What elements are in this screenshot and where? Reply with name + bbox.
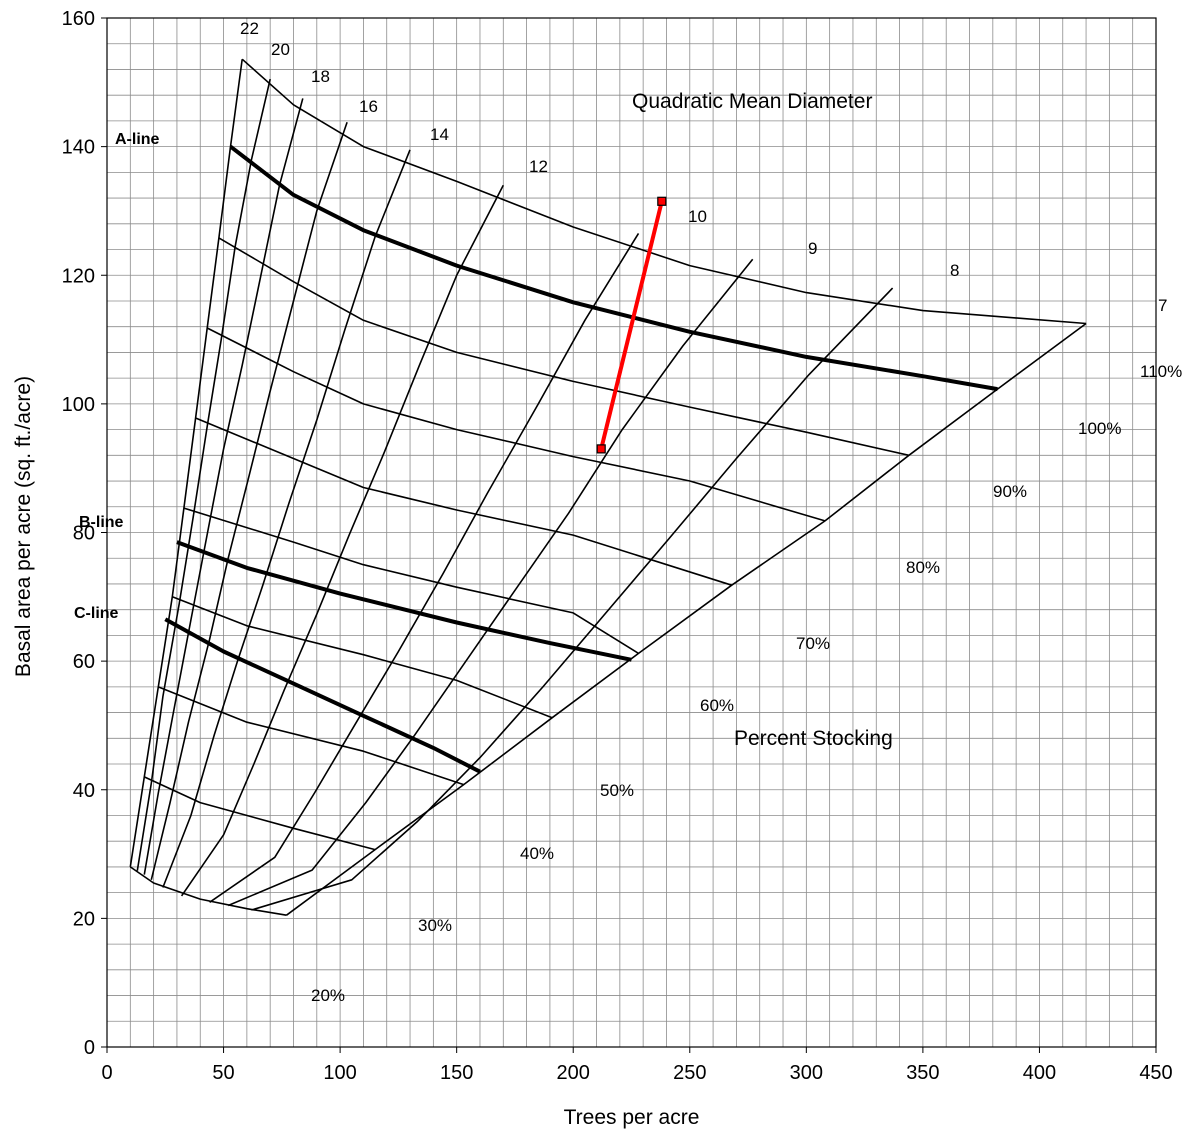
y-axis-title: Basal area per acre (sq. ft./acre) [12,376,35,677]
a-line-label: A-line [115,131,160,148]
diameter-label-16: 16 [359,97,378,116]
x-tick-label: 300 [790,1062,823,1084]
stocking-label-70pct: 70% [796,634,830,653]
b-line-curve [176,540,632,662]
x-tick-label: 50 [212,1062,234,1084]
diameter-label-18: 18 [311,67,330,86]
diameter-label-22: 22 [240,19,259,38]
highlight-marker [657,196,667,206]
y-tick-label: 80 [73,523,95,545]
highlight-line [599,200,664,450]
diameter-line-16 [150,121,348,880]
diameter-line-18 [143,98,304,875]
stocking-label-20pct: 20% [311,986,345,1005]
stocking-label-110pct: 110% [1140,362,1182,381]
management-lines [164,145,998,774]
b-line-label: B-line [79,514,124,531]
diameter-line-7 [286,322,1087,916]
diameter-label-7: 7 [1158,296,1167,315]
y-tick-label: 40 [73,780,95,802]
stocking-label-30pct: 30% [418,916,452,935]
diameter-line-14 [162,149,411,888]
y-tick-label: 60 [73,651,95,673]
diameter-line-10 [209,232,640,903]
diameter-line-20 [136,78,271,871]
diameter-line-12 [180,184,505,897]
diameter-line-22 [129,59,243,868]
x-tick-label: 200 [557,1062,590,1084]
stocking-curve-60pct [183,507,639,655]
diameter-label-12: 12 [529,157,548,176]
x-tick-label: 150 [440,1062,473,1084]
diameter-line-9 [227,258,754,907]
stocking-label-90pct: 90% [993,482,1027,501]
highlight-segment [596,196,667,454]
y-tick-label: 100 [62,394,95,416]
diameter-title-label: Quadratic Mean Diameter [632,90,872,113]
stocking-label-50pct: 50% [600,781,634,800]
stocking-curve-90pct [218,237,910,457]
highlight-marker [596,444,606,454]
y-tick-label: 0 [84,1037,95,1059]
x-tick-label: 450 [1139,1062,1172,1084]
stocking-curve-40pct [158,686,464,786]
x-tick-label: 400 [1023,1062,1056,1084]
x-tick-label: 350 [906,1062,939,1084]
diameter-label-20: 20 [271,40,290,59]
stocking-label-60pct: 60% [700,696,734,715]
stocking-curve-50pct [172,596,553,719]
y-tick-label: 20 [73,908,95,930]
axes: 0 50 100 150 200 250 300 350 400 450 0 20 40 60 80 100 1… [62,8,1173,1084]
stocking-curve-80pct [206,327,826,522]
annotation-labels: Quadratic Mean Diameter Percent Stocking A… [74,19,1182,1005]
x-axis-title: Trees per acre [564,1106,700,1129]
c-line-label: C-line [74,605,119,622]
x-tick-label: 250 [673,1062,706,1084]
y-tick-label: 140 [62,137,95,159]
diameter-label-9: 9 [808,239,817,258]
c-line-curve [164,617,481,774]
stocking-label-80pct: 80% [906,558,940,577]
stocking-curve-70pct [195,417,732,586]
stocking-curve-20pct [129,866,287,916]
x-tick-label: 100 [323,1062,356,1084]
stocking-curve-110pct [241,58,1087,325]
stocking-label-40pct: 40% [520,844,554,863]
curves [129,58,1087,916]
x-tick-label: 0 [101,1062,112,1084]
stocking-title-label: Percent Stocking [734,727,893,750]
y-tick-label: 160 [62,8,95,30]
diameter-label-14: 14 [430,125,449,144]
y-tick-label: 120 [62,265,95,287]
stocking-label-100pct: 100% [1078,419,1121,438]
diameter-label-10: 10 [688,207,707,226]
a-line-curve [229,145,998,392]
diameter-label-8: 8 [950,261,959,280]
